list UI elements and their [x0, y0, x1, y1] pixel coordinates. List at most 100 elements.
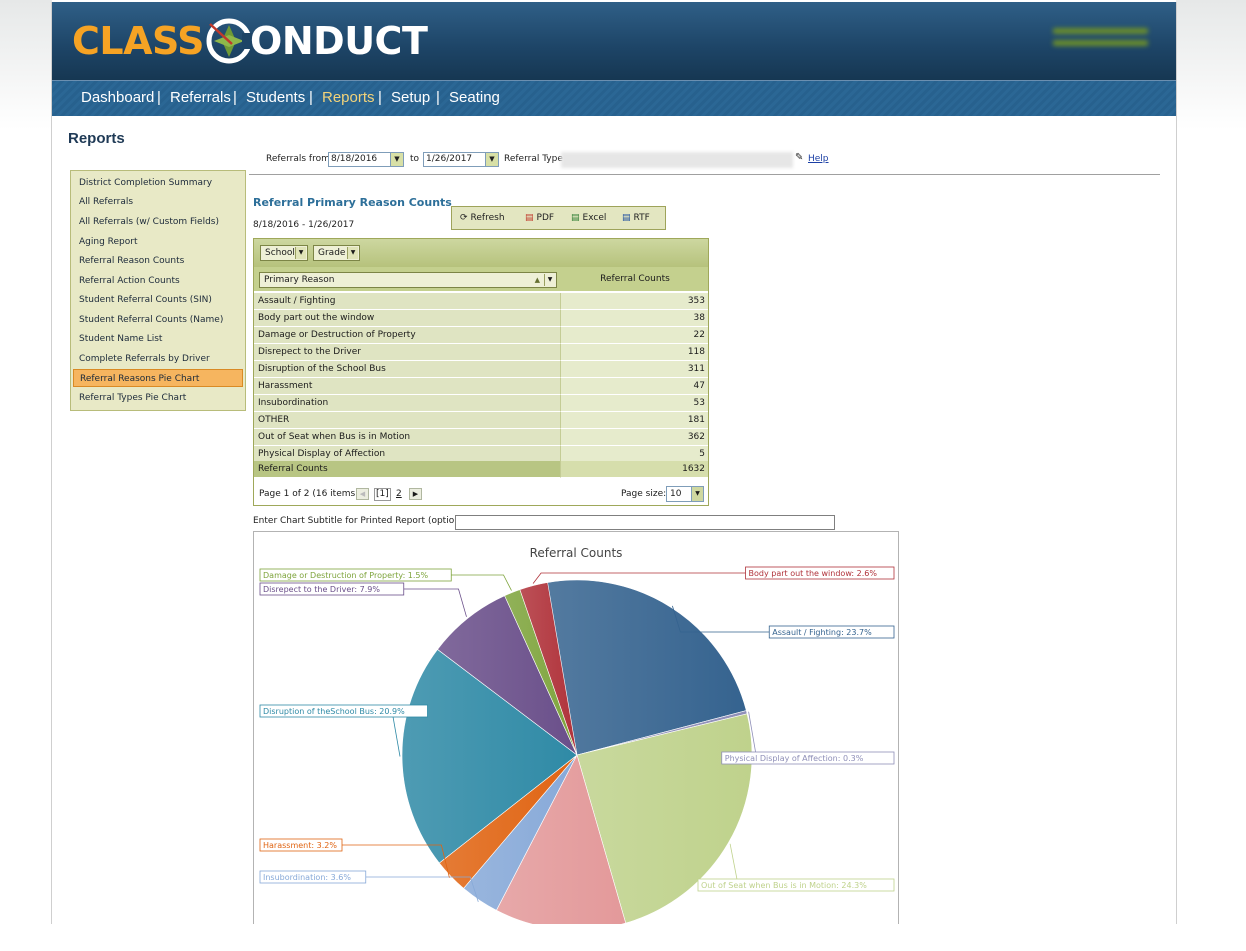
chevron-down-icon[interactable]: ▼: [544, 274, 555, 286]
nav-separator: |: [309, 89, 313, 106]
chevron-down-icon[interactable]: ▼: [390, 153, 403, 166]
nav-separator: |: [378, 89, 382, 106]
from-date-value: 8/18/2016: [331, 154, 378, 164]
referral-type-label: Referral Type: [504, 154, 563, 164]
table-row[interactable]: Disruption of the School Bus 311: [254, 361, 708, 378]
sidebar-item-student-referral-counts-sin[interactable]: Student Referral Counts (SIN): [79, 295, 212, 305]
help-icon[interactable]: ✎: [795, 152, 804, 163]
pie-slice[interactable]: [546, 579, 747, 756]
rtf-icon: ▤: [622, 213, 631, 223]
primary-reason-cell: Assault / Fighting: [254, 293, 561, 310]
nav-dashboard[interactable]: Dashboard: [81, 89, 155, 106]
referral-counts-pie-chart: Referral Counts Assault / Fighting: 23.7…: [259, 546, 895, 924]
referral-type-select-blurred[interactable]: [561, 152, 793, 168]
report-title: Referral Primary Reason Counts: [253, 196, 452, 209]
chevron-down-icon[interactable]: ▼: [347, 247, 358, 259]
group-school-button[interactable]: School ▼: [260, 245, 308, 261]
refresh-icon: ⟳: [460, 213, 468, 223]
pie-slice-label: Body part out the window: 2.6%: [749, 569, 878, 578]
pie-slice[interactable]: [401, 648, 578, 864]
chevron-down-icon[interactable]: ▼: [295, 247, 306, 259]
prev-page-icon[interactable]: ◀: [356, 488, 369, 500]
referral-count-cell: 353: [561, 293, 708, 310]
chevron-down-icon[interactable]: ▼: [485, 153, 498, 166]
help-link[interactable]: Help: [808, 154, 829, 164]
grid-pager: Page 1 of 2 (16 items) ◀ [1] 2 ▶ Page si…: [254, 483, 708, 505]
group-grade-button[interactable]: Grade ▼: [313, 245, 360, 261]
excel-button[interactable]: ▤ Excel: [571, 213, 606, 223]
pie-slice-label: Disrepect to the Driver: 7.9%: [263, 585, 380, 594]
sort-asc-icon[interactable]: ▲: [534, 276, 540, 284]
next-page-icon[interactable]: ▶: [409, 488, 422, 500]
rtf-label: RTF: [633, 213, 650, 223]
pie-slice[interactable]: [495, 754, 627, 924]
sidebar-item-referral-reason-counts[interactable]: Referral Reason Counts: [79, 256, 185, 266]
pie-label-box: [259, 704, 428, 718]
nav-setup[interactable]: Setup: [391, 89, 431, 106]
chart-title: Referral Counts: [530, 546, 623, 560]
page-size-select[interactable]: 10 ▼: [666, 486, 704, 502]
to-date-picker[interactable]: 1/26/2017 ▼: [423, 152, 499, 167]
sidebar-item-complete-referrals-by-driver[interactable]: Complete Referrals by Driver: [79, 354, 210, 364]
sidebar-item-referral-action-counts[interactable]: Referral Action Counts: [79, 276, 180, 286]
pdf-button[interactable]: ▤ PDF: [525, 213, 554, 223]
primary-reason-header-label: Primary Reason: [264, 275, 335, 285]
from-date-picker[interactable]: 8/18/2016 ▼: [328, 152, 404, 167]
referrals-from-label: Referrals from: [266, 154, 330, 164]
primary-reason-column-header[interactable]: Primary Reason ▲ ▼: [259, 272, 557, 288]
referral-count-cell: 47: [561, 378, 708, 395]
refresh-button[interactable]: ⟳ Refresh: [460, 213, 505, 223]
table-row[interactable]: Insubordination 53: [254, 395, 708, 412]
app-page: CLASS ONDUCT Dashboard | Referrals | Stu…: [51, 2, 1177, 924]
nav-referrals[interactable]: Referrals: [170, 89, 231, 106]
primary-reason-cell: Out of Seat when Bus is in Motion: [254, 429, 561, 446]
sidebar-item-student-name-list[interactable]: Student Name List: [79, 334, 163, 344]
sidebar-item-all-referrals[interactable]: All Referrals: [79, 197, 134, 207]
pie-leader-line: [403, 588, 467, 617]
user-info-blurred[interactable]: [1053, 28, 1148, 54]
table-row[interactable]: Damage or Destruction of Property 22: [254, 327, 708, 344]
main-nav: Dashboard | Referrals | Students | Repor…: [52, 80, 1176, 116]
pie-slice[interactable]: [519, 582, 578, 756]
chevron-down-icon[interactable]: ▼: [691, 487, 703, 501]
table-row[interactable]: Harassment 47: [254, 378, 708, 395]
pie-leader-line: [532, 572, 746, 584]
page-2-link[interactable]: 2: [396, 489, 402, 499]
report-sidebar: District Completion Summary All Referral…: [70, 170, 246, 411]
sidebar-item-aging-report[interactable]: Aging Report: [79, 237, 138, 247]
primary-reason-cell: Disruption of the School Bus: [254, 361, 561, 378]
sidebar-item-district-completion-summary[interactable]: District Completion Summary: [79, 178, 213, 188]
table-row[interactable]: Physical Display of Affection 5: [254, 446, 708, 463]
grid-footer-row: Referral Counts 1632: [254, 461, 708, 478]
pie-label-box: [259, 568, 452, 582]
nav-seating[interactable]: Seating: [449, 89, 500, 106]
current-page[interactable]: [1]: [374, 488, 391, 501]
grid-header: Primary Reason ▲ ▼ Referral Counts: [254, 267, 708, 291]
sidebar-item-referral-types-pie-chart[interactable]: Referral Types Pie Chart: [79, 393, 187, 403]
primary-reason-cell: Damage or Destruction of Property: [254, 327, 561, 344]
sidebar-item-student-referral-counts-name[interactable]: Student Referral Counts (Name): [79, 315, 224, 325]
reason-counts-grid: School ▼ Grade ▼ Primary Reason ▲ ▼ Refe…: [253, 238, 709, 506]
referral-counts-column-header[interactable]: Referral Counts: [600, 274, 670, 284]
table-row[interactable]: Body part out the window 38: [254, 310, 708, 327]
pie-label-box: [721, 751, 895, 765]
nav-students[interactable]: Students: [246, 89, 306, 106]
chart-subtitle-input[interactable]: [455, 515, 835, 530]
pie-leader-line: [342, 844, 450, 878]
table-row[interactable]: OTHER 181: [254, 412, 708, 429]
primary-reason-cell: Body part out the window: [254, 310, 561, 327]
sidebar-item-referral-reasons-pie-chart[interactable]: Referral Reasons Pie Chart: [73, 369, 243, 387]
pie-slice-label: Harassment: 3.2%: [263, 841, 337, 850]
pie-slice-label: Out of Seat when Bus is in Motion: 24.3%: [701, 881, 867, 890]
pie-slice[interactable]: [576, 713, 753, 924]
sidebar-item-all-referrals-custom[interactable]: All Referrals (w/ Custom Fields): [79, 217, 219, 227]
table-row[interactable]: Assault / Fighting 353: [254, 293, 708, 310]
rtf-button[interactable]: ▤ RTF: [622, 213, 650, 223]
group-grade-label: Grade: [318, 248, 346, 258]
pie-slice-label: Assault / Fighting: 23.7%: [772, 628, 872, 637]
nav-reports[interactable]: Reports: [322, 89, 375, 106]
page-title: Reports: [68, 130, 125, 147]
app-logo[interactable]: CLASS ONDUCT: [72, 16, 428, 66]
table-row[interactable]: Disrepect to the Driver 118: [254, 344, 708, 361]
table-row[interactable]: Out of Seat when Bus is in Motion 362: [254, 429, 708, 446]
